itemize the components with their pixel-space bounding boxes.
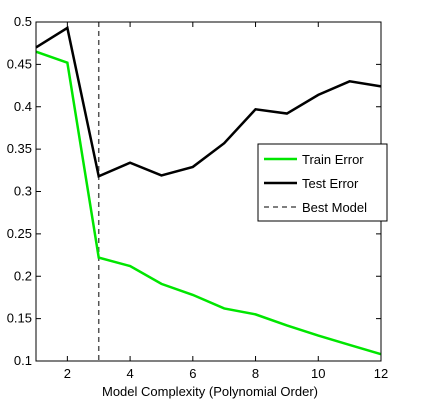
series-lines	[35, 22, 382, 361]
series-line-test-error	[35, 25, 382, 178]
x-axis: 2 4 6 8 10 12	[64, 22, 388, 381]
y-tick-label: 0.3	[14, 184, 32, 199]
y-tick-label: 0.5	[14, 14, 32, 29]
y-axis: 0.1 0.15 0.2 0.25 0.3 0.35 0.4 0.45 0.5	[7, 14, 381, 368]
y-tick-label: 0.35	[7, 141, 32, 156]
x-tick-label: 4	[126, 366, 133, 381]
legend-label-train-error: Train Error	[302, 152, 364, 167]
x-tick-label: 12	[374, 366, 388, 381]
y-tick-label: 0.45	[7, 56, 32, 71]
y-tick-label: 0.15	[7, 311, 32, 326]
x-tick-label: 2	[64, 366, 71, 381]
series-line-train-error	[35, 50, 382, 356]
x-axis-label: Model Complexity (Polynomial Order)	[102, 384, 318, 399]
y-tick-label: 0.2	[14, 268, 32, 283]
legend-label-test-error: Test Error	[302, 176, 359, 191]
x-tick-label: 10	[311, 366, 325, 381]
legend: Train Error Test Error Best Model	[257, 143, 388, 222]
y-tick-label: 0.25	[7, 226, 32, 241]
y-tick-label: 0.4	[14, 99, 32, 114]
x-tick-label: 8	[252, 366, 259, 381]
y-tick-label: 0.1	[14, 353, 32, 368]
legend-label-best-model: Best Model	[302, 200, 367, 215]
x-tick-label: 6	[189, 366, 196, 381]
